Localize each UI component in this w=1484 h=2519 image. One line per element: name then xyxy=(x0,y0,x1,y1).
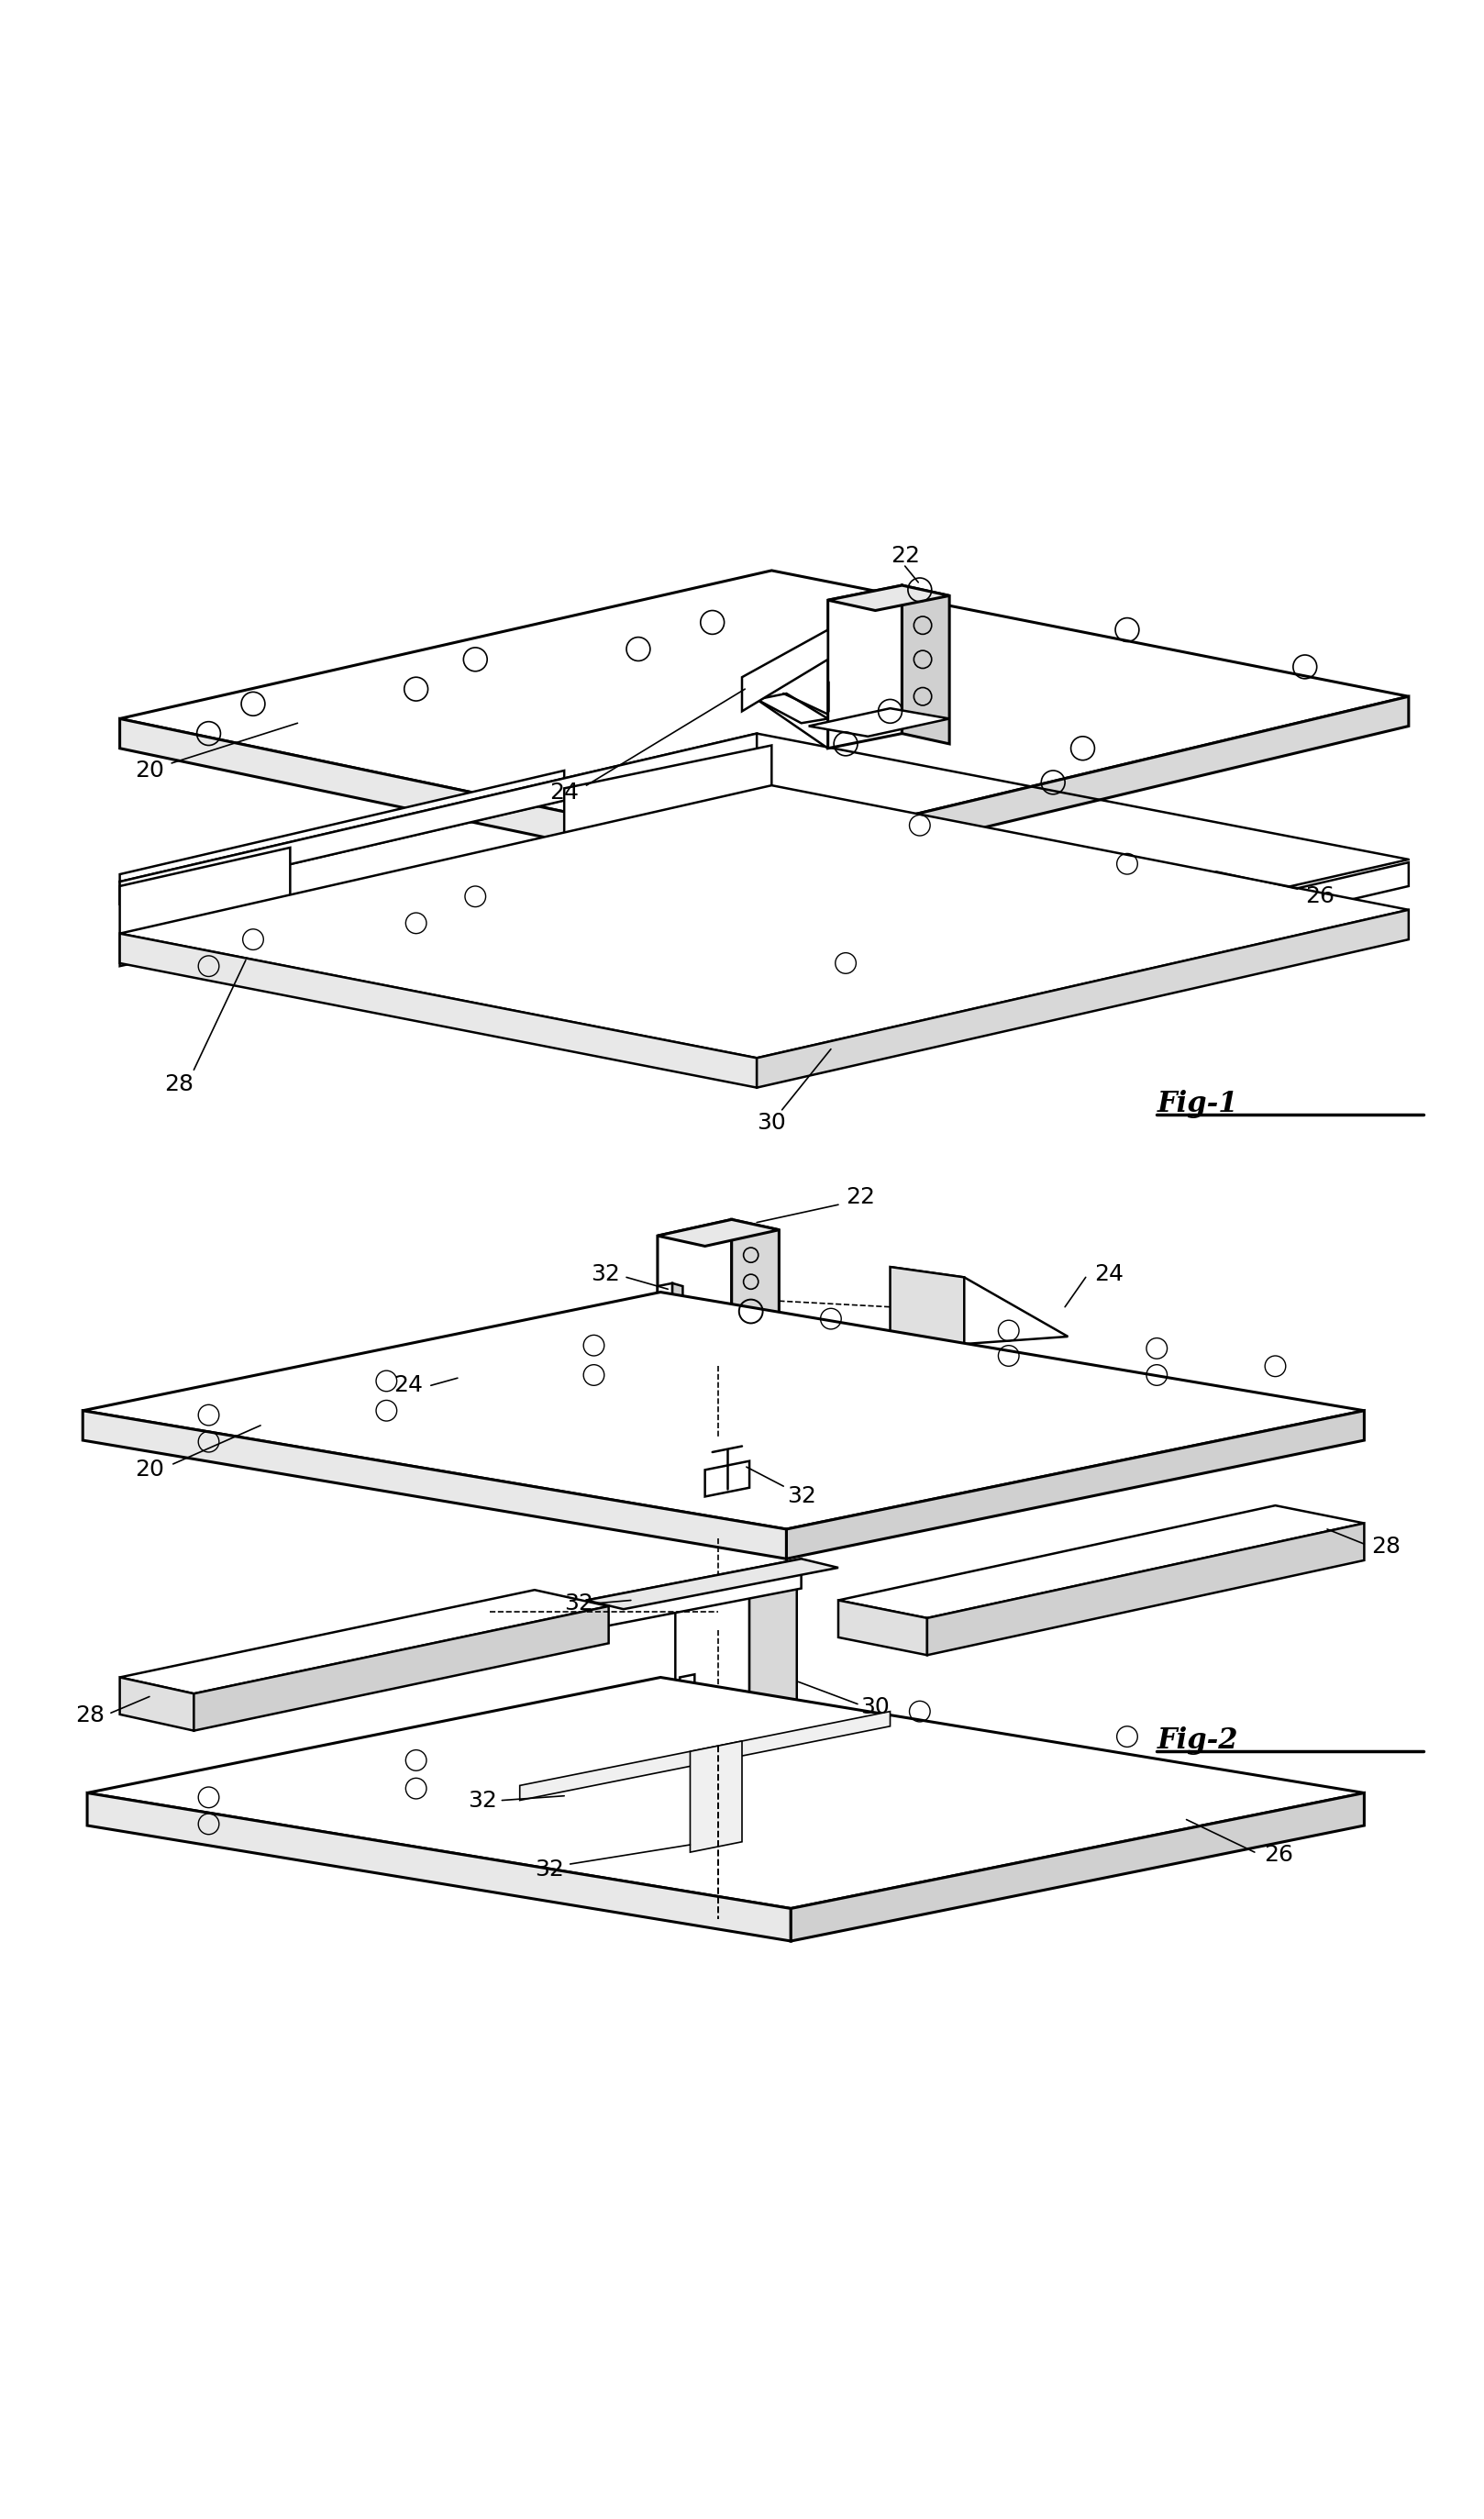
Text: 32: 32 xyxy=(534,1859,564,1882)
Text: 28: 28 xyxy=(1371,1537,1401,1557)
Polygon shape xyxy=(194,1607,608,1731)
Polygon shape xyxy=(828,584,950,610)
Text: 20: 20 xyxy=(135,1459,165,1481)
Polygon shape xyxy=(453,1330,556,1418)
Polygon shape xyxy=(828,584,902,748)
Polygon shape xyxy=(120,846,291,967)
Text: 26: 26 xyxy=(1304,887,1334,907)
Polygon shape xyxy=(890,1267,1068,1345)
Polygon shape xyxy=(120,771,564,904)
Polygon shape xyxy=(772,861,1408,1035)
Polygon shape xyxy=(120,1589,608,1693)
Polygon shape xyxy=(809,708,950,736)
Polygon shape xyxy=(120,786,1408,1058)
Text: 24: 24 xyxy=(1095,1265,1123,1285)
Text: 32: 32 xyxy=(564,1592,594,1615)
Text: 32: 32 xyxy=(467,1788,497,1811)
Text: 28: 28 xyxy=(165,1073,194,1096)
Polygon shape xyxy=(732,1219,779,1370)
Polygon shape xyxy=(838,1600,928,1655)
Polygon shape xyxy=(586,1559,838,1610)
Text: 28: 28 xyxy=(76,1705,105,1728)
Polygon shape xyxy=(675,1572,749,1746)
Polygon shape xyxy=(757,693,828,723)
Polygon shape xyxy=(83,1411,787,1559)
Polygon shape xyxy=(672,1282,683,1315)
Polygon shape xyxy=(83,1292,1364,1529)
Polygon shape xyxy=(928,1524,1364,1655)
Polygon shape xyxy=(791,1794,1364,1942)
Text: 30: 30 xyxy=(757,1113,787,1134)
Polygon shape xyxy=(88,1794,791,1942)
Polygon shape xyxy=(120,733,757,904)
Polygon shape xyxy=(742,630,828,710)
Text: Fig-2: Fig-2 xyxy=(1158,1728,1238,1756)
Polygon shape xyxy=(680,1675,695,1700)
Text: 22: 22 xyxy=(846,1186,876,1209)
Text: 20: 20 xyxy=(135,761,165,781)
Polygon shape xyxy=(757,695,1408,882)
Polygon shape xyxy=(705,1461,749,1496)
Text: 22: 22 xyxy=(890,544,920,567)
Text: 32: 32 xyxy=(787,1486,816,1506)
Polygon shape xyxy=(120,718,757,882)
Text: 32: 32 xyxy=(591,1265,620,1285)
Text: 24: 24 xyxy=(549,781,579,804)
Polygon shape xyxy=(657,1282,672,1315)
Polygon shape xyxy=(749,1572,797,1741)
Polygon shape xyxy=(519,1710,890,1801)
Polygon shape xyxy=(757,909,1408,1088)
Polygon shape xyxy=(902,584,950,743)
Polygon shape xyxy=(556,1330,605,1408)
Polygon shape xyxy=(890,1267,965,1345)
Polygon shape xyxy=(657,1219,732,1375)
Polygon shape xyxy=(120,1678,194,1731)
Polygon shape xyxy=(657,1219,779,1247)
Text: Fig-1: Fig-1 xyxy=(1158,1091,1238,1118)
Polygon shape xyxy=(120,935,757,1088)
Polygon shape xyxy=(586,1559,801,1630)
Polygon shape xyxy=(690,1741,742,1851)
Text: 30: 30 xyxy=(861,1695,890,1718)
Text: 24: 24 xyxy=(393,1375,423,1396)
Text: 26: 26 xyxy=(1263,1844,1293,1867)
Polygon shape xyxy=(787,1411,1364,1559)
Polygon shape xyxy=(88,1678,1364,1909)
Polygon shape xyxy=(838,1506,1364,1617)
Polygon shape xyxy=(564,746,772,869)
Polygon shape xyxy=(120,569,1408,851)
